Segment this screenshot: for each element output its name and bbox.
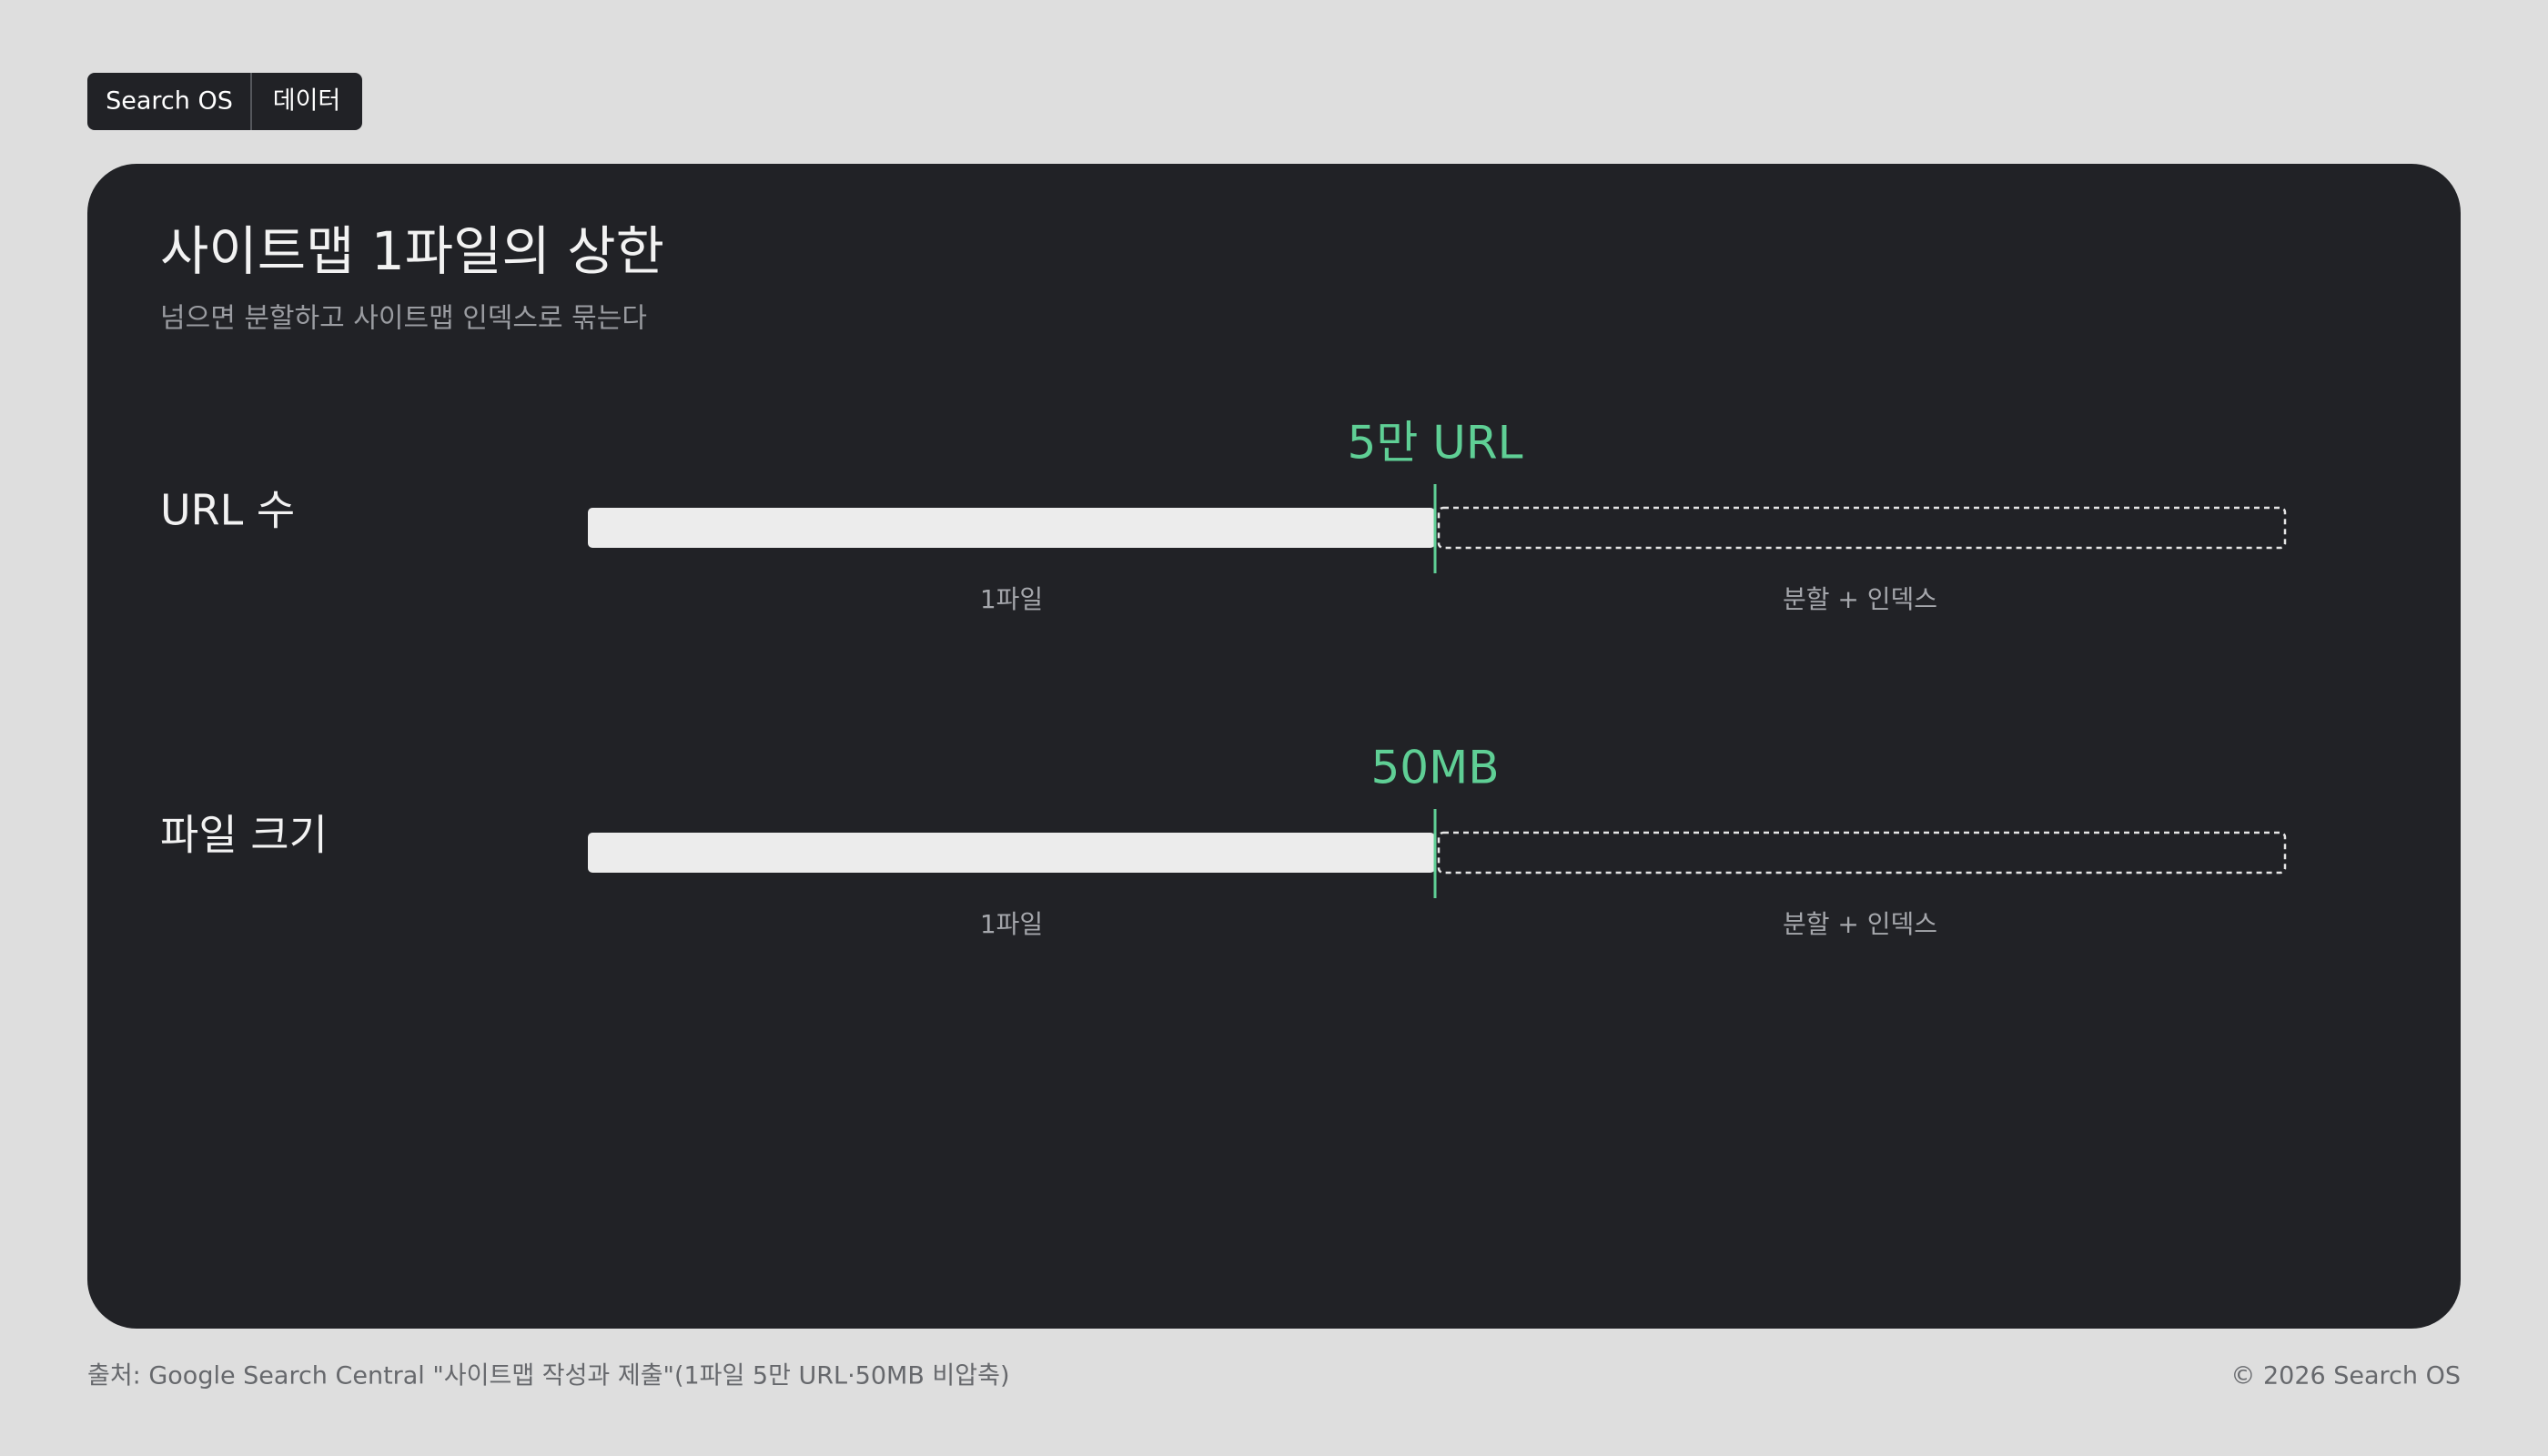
footer-source: 출처: Google Search Central "사이트맵 작성과 제출"(… — [87, 1362, 1009, 1390]
segment-label: 1파일 — [980, 584, 1043, 614]
subtitle: 넘으면 분할하고 사이트맵 인덱스로 묶는다 — [160, 303, 647, 335]
breadcrumb-item[interactable]: Search OS — [106, 87, 233, 116]
segment-label: 1파일 — [980, 909, 1043, 939]
limit-label: 50MB — [1370, 742, 1499, 794]
row-label: 파일 크기 — [160, 811, 328, 860]
card — [87, 164, 2461, 1329]
bar-inside — [588, 833, 1435, 873]
segment-label: 분할 + 인덱스 — [1783, 584, 1937, 614]
breadcrumb-item[interactable]: 데이터 — [273, 87, 341, 116]
footer-copyright: © 2026 Search OS — [2230, 1362, 2461, 1390]
bar-inside — [588, 508, 1435, 548]
title: 사이트맵 1파일의 상한 — [160, 220, 664, 282]
segment-label: 분할 + 인덱스 — [1783, 909, 1937, 939]
breadcrumb — [87, 73, 362, 130]
limit-label: 5만 URL — [1348, 417, 1523, 470]
row-label: URL 수 — [160, 486, 295, 535]
